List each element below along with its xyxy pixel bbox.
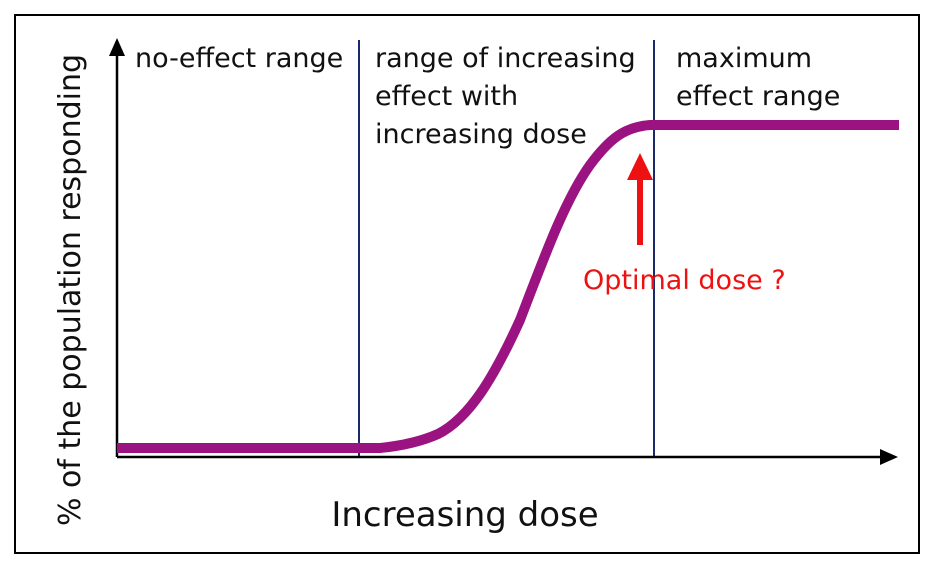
dose-response-curve [117, 120, 899, 453]
optimal-dose-arrow-head [627, 153, 653, 180]
region-label-maximum-effect-line-2: effect range [676, 81, 840, 112]
x-axis-title: Increasing dose [331, 495, 598, 535]
x-axis-arrowhead [880, 449, 898, 465]
region-label-maximum-effect: maximum effect range [676, 43, 840, 112]
region-label-increasing-effect-line-1: range of increasing [375, 43, 636, 74]
figure-frame [14, 14, 920, 554]
region-label-no-effect: no-effect range [135, 43, 343, 74]
region-label-increasing-effect-line-2: effect with [375, 81, 518, 112]
region-label-no-effect-line-1: no-effect range [135, 43, 343, 74]
y-axis-arrowhead [109, 38, 125, 56]
y-axis-title: % of the population responding [53, 54, 88, 526]
region-label-increasing-effect: range of increasing effect with increasi… [375, 43, 644, 150]
region-label-increasing-effect-line-3: increasing dose [375, 119, 587, 150]
optimal-dose-label: Optimal dose ? [583, 265, 786, 296]
region-label-maximum-effect-line-1: maximum [676, 43, 812, 74]
